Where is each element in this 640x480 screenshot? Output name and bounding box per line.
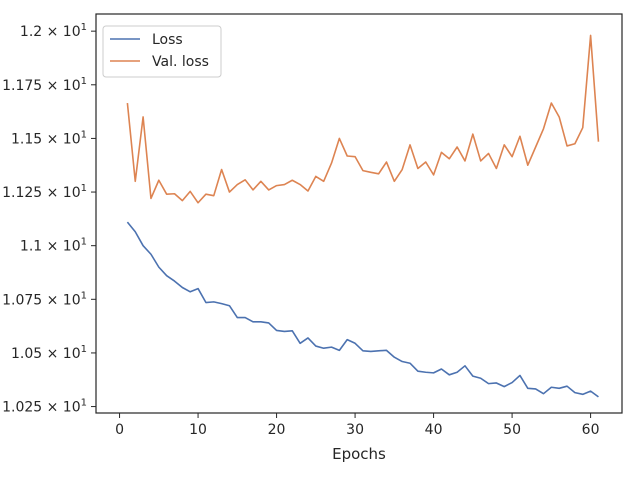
y-axis-ticks: 1.025 × 101 1.05 × 101 1.075 × 101 1.1 × 10… [2, 22, 96, 416]
y-tick-label: 1.1 × 101 [20, 237, 87, 255]
x-tick-label: 60 [582, 422, 600, 438]
y-tick-label: 1.175 × 101 [2, 76, 87, 94]
legend-label-val-loss: Val. loss [152, 54, 209, 70]
y-tick-label: 1.15 × 101 [11, 129, 87, 147]
y-tick-label: 1.025 × 101 [2, 398, 87, 416]
x-tick-label: 20 [268, 422, 286, 438]
legend: Loss Val. loss [102, 25, 222, 78]
x-tick-label: 10 [189, 422, 207, 438]
x-tick-label: 50 [503, 422, 521, 438]
series-layer [126, 34, 600, 398]
x-axis-ticks: 0 10 20 30 40 50 60 [115, 413, 600, 438]
y-tick-label: 1.05 × 101 [11, 344, 87, 362]
y-tick-label: 1.2 × 101 [20, 22, 87, 40]
series-line-loss [126, 221, 599, 398]
x-tick-label: 0 [115, 422, 124, 438]
y-tick-label: 1.125 × 101 [2, 183, 87, 201]
series-line-val-loss [126, 34, 600, 204]
x-tick-label: 30 [346, 422, 364, 438]
x-axis-label: Epochs [332, 445, 386, 463]
y-tick-label: 1.075 × 101 [2, 290, 87, 308]
x-tick-label: 40 [425, 422, 443, 438]
legend-label-loss: Loss [152, 32, 183, 48]
